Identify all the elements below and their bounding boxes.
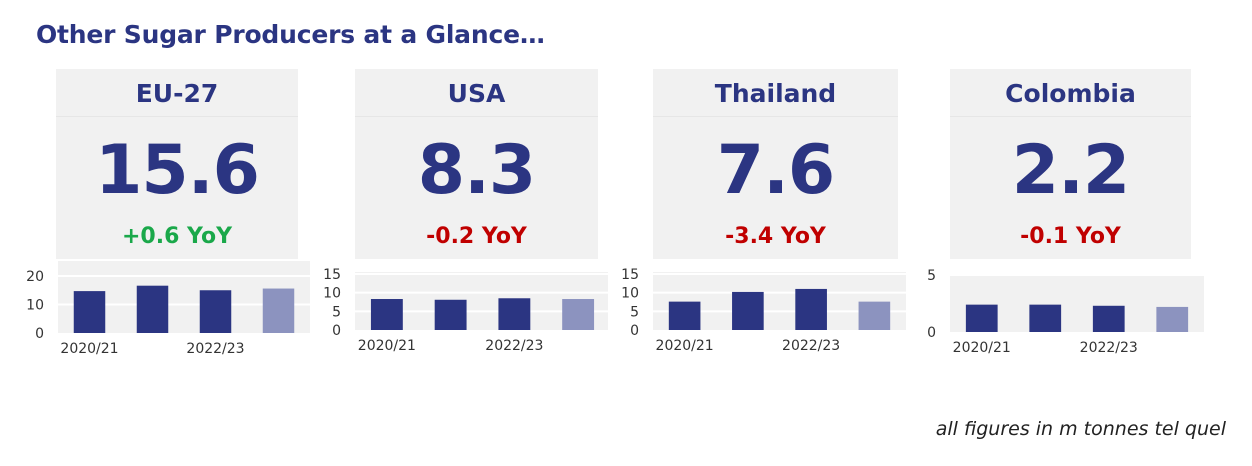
card-divider	[56, 116, 298, 117]
bar	[1156, 306, 1189, 332]
bar	[136, 285, 169, 333]
bar	[262, 288, 295, 333]
card-yoy: +0.6 YoY	[121, 224, 233, 249]
card-yoy: -3.4 YoY	[725, 224, 826, 249]
y-tick-label: 0	[927, 325, 936, 341]
bar-chart-svg: 0 10 20 2020/21 2022/23	[26, 261, 310, 357]
card-value: 2.2	[1011, 131, 1130, 210]
y-tick-label: 5	[332, 304, 341, 320]
bar	[434, 299, 467, 330]
bar-chart-svg: 0 5 2020/21 2022/23	[927, 268, 1204, 356]
bar	[795, 288, 827, 330]
card-divider	[950, 116, 1191, 117]
x-tick-label: 2022/23	[186, 341, 244, 357]
card-eu27: EU-27 15.6 +0.6 YoY	[56, 69, 298, 259]
card-value: 7.6	[716, 131, 835, 210]
bar-chart-svg: 0 5 10 15 2020/21 2022/23	[621, 267, 906, 354]
mini-chart-colombia: 0 5 2020/21 2022/23	[914, 258, 1204, 363]
y-tick-label: 5	[630, 304, 639, 320]
page-title: Other Sugar Producers at a Glance…	[36, 20, 545, 49]
card-value: 15.6	[95, 131, 260, 210]
bar	[858, 301, 891, 330]
card-divider	[355, 116, 598, 117]
units-footnote: all figures in m tonnes tel quel	[935, 418, 1226, 440]
mini-chart-usa: 0 5 10 15 2020/21 2022/23	[318, 258, 608, 363]
y-tick-label: 10	[323, 286, 341, 302]
bar	[965, 304, 998, 332]
card-usa: USA 8.3 -0.2 YoY	[355, 69, 598, 259]
y-tick-label: 15	[621, 267, 639, 283]
bar	[732, 291, 764, 330]
card-yoy: -0.1 YoY	[1020, 224, 1121, 249]
y-tick-label: 5	[927, 268, 936, 284]
card-divider	[653, 116, 898, 117]
x-tick-label: 2022/23	[485, 338, 543, 354]
card-colombia: Colombia 2.2 -0.1 YoY	[950, 69, 1191, 259]
card-thailand: Thailand 7.6 -3.4 YoY	[653, 69, 898, 259]
y-tick-label: 20	[26, 269, 44, 285]
card-value: 8.3	[417, 131, 536, 210]
bar-chart-svg: 0 5 10 15 2020/21 2022/23	[323, 267, 608, 354]
card-name: EU-27	[135, 79, 219, 108]
x-tick-label: 2022/23	[782, 338, 840, 354]
y-tick-label: 10	[621, 286, 639, 302]
x-tick-label: 2020/21	[358, 338, 416, 354]
y-tick-label: 0	[630, 323, 639, 339]
card-yoy: -0.2 YoY	[426, 224, 527, 249]
bar	[370, 299, 403, 330]
bar	[562, 299, 595, 330]
y-tick-label: 15	[323, 267, 341, 283]
bar	[498, 298, 531, 330]
mini-chart-thailand: 0 5 10 15 2020/21 2022/23	[616, 258, 906, 363]
y-tick-label: 0	[332, 323, 341, 339]
bar	[73, 291, 106, 333]
bar	[199, 290, 232, 333]
card-name: Colombia	[1005, 79, 1136, 108]
bar	[668, 301, 701, 330]
x-tick-label: 2020/21	[656, 338, 714, 354]
card-name: Thailand	[714, 79, 837, 108]
x-tick-label: 2020/21	[953, 340, 1011, 356]
card-name: USA	[447, 79, 506, 108]
x-tick-label: 2022/23	[1080, 340, 1138, 356]
y-tick-label: 0	[35, 326, 44, 342]
bar	[1092, 305, 1125, 332]
x-tick-label: 2020/21	[60, 341, 118, 357]
mini-chart-eu27: 0 10 20 2020/21 2022/23	[20, 258, 310, 363]
y-tick-label: 10	[26, 298, 44, 314]
bar	[1029, 304, 1062, 332]
